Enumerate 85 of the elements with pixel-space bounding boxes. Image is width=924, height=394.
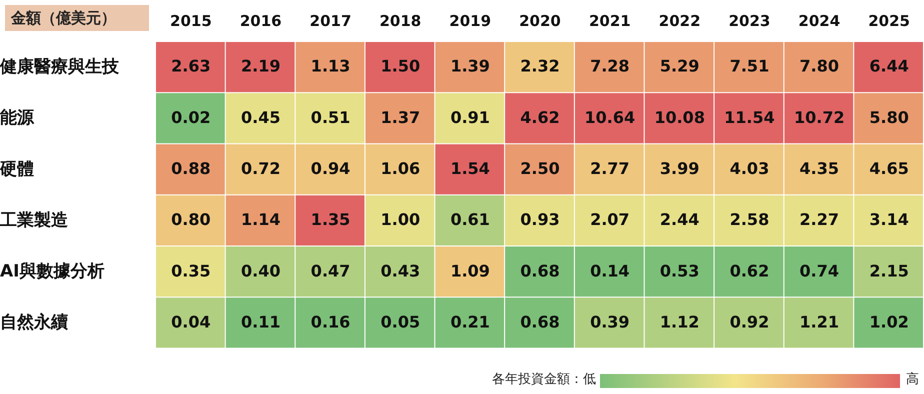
data-label: 0.51 [310,108,350,127]
x-tick-label: 2021 [588,12,631,30]
data-label: 1.02 [869,312,909,332]
y-tick-label: 硬體 [0,159,34,180]
data-label: 0.72 [240,158,280,178]
data-label: 0.68 [520,261,560,280]
y-tick-label: AI與數據分析 [0,262,104,282]
data-label: 2.15 [869,261,909,280]
data-label: 0.62 [730,261,770,280]
data-label: 0.40 [240,261,280,280]
data-label: 2.63 [171,56,211,76]
y-tick-label: 能源 [0,108,35,128]
data-label: 7.80 [800,56,840,76]
data-label: 0.39 [590,312,630,332]
data-label: 2.07 [590,210,630,230]
data-label: 0.91 [450,108,490,127]
data-label: 0.53 [660,261,700,280]
x-tick-label: 2015 [170,12,212,30]
data-label: 10.08 [654,108,705,127]
data-label: 6.44 [869,56,909,76]
data-label: 1.13 [310,56,350,76]
data-label: 0.35 [171,261,211,280]
x-tick-label: 2020 [519,12,561,30]
data-label: 1.14 [240,210,280,230]
data-label: 2.44 [660,210,700,230]
data-label: 1.09 [450,261,490,280]
x-tick-label: 2022 [658,12,701,30]
data-label: 2.32 [520,56,560,76]
data-label: 4.65 [869,158,909,178]
data-label: 1.21 [800,312,840,332]
data-label: 0.04 [171,312,211,332]
data-label: 7.51 [730,56,770,76]
data-label: 0.21 [450,312,490,332]
data-label: 1.50 [380,56,420,76]
data-label: 0.16 [310,312,350,332]
x-tick-label: 2019 [449,12,492,30]
x-tick-label: 2023 [728,12,770,30]
data-label: 2.27 [800,210,840,230]
chart-title: 金額（億美元） [5,5,149,31]
data-label: 2.58 [730,210,770,230]
data-label: 1.12 [660,312,700,332]
data-label: 1.00 [380,210,420,230]
text: 各年投資金額：低 [492,371,596,389]
data-label: 0.92 [730,312,770,332]
data-label: 0.94 [310,158,350,178]
data-label: 0.45 [240,108,280,127]
data-label: 1.54 [450,158,490,178]
data-label: 0.14 [590,261,630,280]
data-label: 2.77 [590,158,630,178]
data-label: 0.61 [450,210,490,230]
data-label: 3.14 [869,210,909,230]
data-label: 0.80 [171,210,211,230]
data-label: 0.02 [171,108,211,127]
data-label: 0.93 [520,210,560,230]
data-label: 4.62 [520,108,560,127]
x-tick-label: 2025 [868,12,910,30]
x-tick-label: 2024 [798,12,840,30]
x-tick-label: 2016 [240,12,282,30]
data-label: 4.35 [800,158,840,178]
data-label: 2.50 [520,158,560,178]
data-label: 1.06 [380,158,420,178]
data-label: 2.19 [240,56,280,76]
y-tick-label: 工業製造 [0,210,68,230]
data-label: 7.28 [590,56,630,76]
x-tick-label: 2018 [379,12,422,30]
data-label: 0.11 [240,312,280,332]
data-label: 5.29 [660,56,700,76]
data-label: 0.43 [380,261,420,280]
data-label: 10.72 [794,108,845,127]
data-label: 1.35 [310,210,350,230]
data-label: 5.80 [869,108,909,127]
data-label: 11.54 [724,108,775,127]
data-label: 1.39 [450,56,490,76]
x-tick-label: 2017 [310,12,352,30]
data-label: 0.88 [171,158,211,178]
data-label: 0.05 [380,312,420,332]
y-tick-label: 自然永續 [0,312,68,333]
data-label: 1.37 [380,108,420,127]
data-label: 0.74 [800,261,840,280]
data-label: 4.03 [730,158,770,178]
data-label: 10.64 [584,108,636,127]
data-label: 3.99 [660,158,700,178]
data-label: 0.47 [310,261,350,280]
text: 高 [906,371,919,389]
data-label: 0.68 [520,312,560,332]
